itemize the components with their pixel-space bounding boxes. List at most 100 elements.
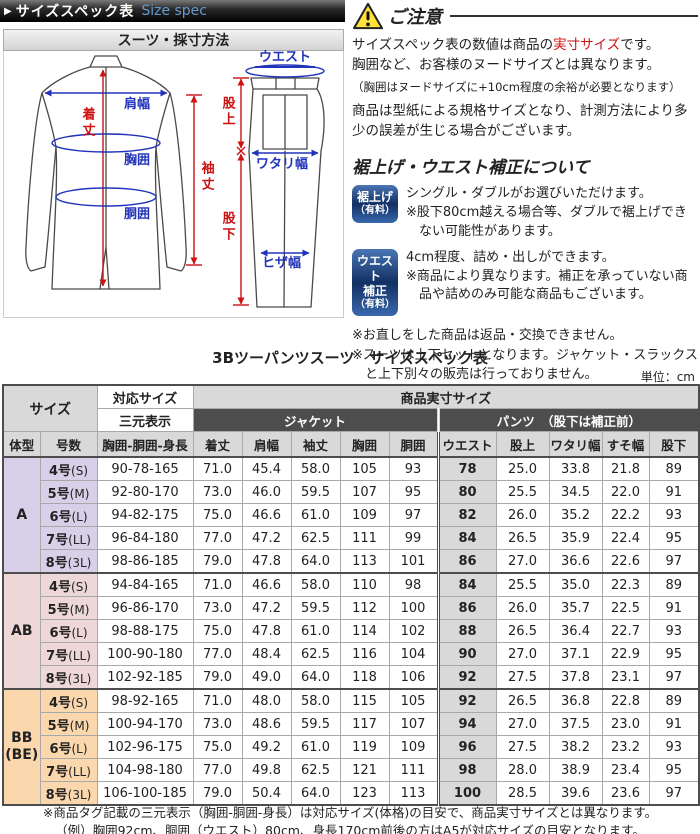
- section-title: サイズスペック表: [15, 4, 135, 20]
- value-cell: 37.1: [548, 642, 603, 666]
- header-pants: パンツ （股下は補正前）: [436, 408, 700, 432]
- size-number-cell: 5号(M): [39, 596, 98, 620]
- value-cell: 47.8: [241, 549, 292, 574]
- jacket-waist-label: 胴囲: [124, 207, 151, 222]
- size-row: 8号(3L) 106-100-185 79.0 50.4 64.0 123 113 100 28…: [3, 781, 700, 806]
- alteration-note-2: ※スーツは上下セットとなります。ジャケット・スラックスと上下別々の販売は行ってお…: [352, 347, 698, 383]
- value-cell: 107: [339, 480, 390, 504]
- header-rise: 股上: [495, 431, 550, 458]
- thigh-width-label: ワタリ幅: [256, 157, 309, 172]
- value-cell: 23.4: [601, 758, 650, 782]
- value-cell: 91: [648, 480, 700, 504]
- value-cell: 71.0: [192, 688, 243, 713]
- notice-rule: [450, 15, 698, 17]
- value-cell: 46.6: [241, 572, 292, 597]
- value-cell: 27.5: [495, 665, 550, 690]
- value-cell: 100: [436, 781, 497, 806]
- value-cell: 92: [436, 688, 497, 713]
- value-cell: 93: [648, 503, 700, 527]
- header-size: サイズ: [2, 384, 98, 432]
- value-cell: 59.5: [290, 596, 341, 620]
- value-cell: 62.5: [290, 526, 341, 550]
- value-cell: 98: [436, 758, 497, 782]
- value-cell: 62.5: [290, 758, 341, 782]
- value-cell: 109: [388, 735, 439, 759]
- header-sangen: 三元表示: [96, 408, 194, 432]
- value-cell: 73.0: [192, 712, 243, 736]
- value-cell: 75.0: [192, 735, 243, 759]
- jacket-length-label: 着丈: [79, 107, 95, 139]
- size-number-cell: 7号(LL): [39, 526, 98, 550]
- value-cell: 26.0: [495, 503, 550, 527]
- sangen-cell: 98-86-185: [96, 549, 194, 574]
- table-title: 3Bツーパンツスーツ サイズスペック表: [212, 349, 488, 367]
- size-number-cell: 8号(3L): [39, 549, 98, 574]
- value-cell: 23.1: [601, 665, 650, 690]
- hemming-badge-line1: 裾上げ: [356, 190, 393, 205]
- suit-measure-diagram: 肩幅 着丈 胸囲 胴囲 袖丈 ウエスト 股上 ワタリ幅 股下 ヒザ幅: [3, 51, 344, 318]
- header-inseam: 股下: [648, 431, 700, 458]
- sangen-cell: 96-84-180: [96, 526, 194, 550]
- value-cell: 86: [436, 596, 497, 620]
- sangen-cell: 102-92-185: [96, 665, 194, 690]
- sangen-cell: 100-90-180: [96, 642, 194, 666]
- size-row: 5号(M) 92-80-170 73.0 46.0 59.5 107 95 80 25.5 34.…: [3, 480, 700, 504]
- value-cell: 28.0: [495, 758, 550, 782]
- value-cell: 97: [648, 781, 700, 806]
- notice-paragraph-4: 商品は型紙による規格サイズとなり、計測方法により多少の誤差が生じる場合がございま…: [352, 102, 688, 139]
- value-cell: 79.0: [192, 549, 243, 574]
- size-number-cell: 7号(LL): [39, 642, 98, 666]
- value-cell: 50.4: [241, 781, 292, 806]
- sangen-cell: 96-86-170: [96, 596, 194, 620]
- value-cell: 49.2: [241, 735, 292, 759]
- notice-paragraph-3: （胸囲はヌードサイズに+10cm程度の余裕が必要となります）: [352, 79, 681, 94]
- size-row: 6号(L) 94-82-175 75.0 46.6 61.0 109 97 82 26.0 35.…: [3, 503, 700, 527]
- value-cell: 47.2: [241, 526, 292, 550]
- value-cell: 61.0: [290, 619, 341, 643]
- value-cell: 36.6: [548, 549, 603, 574]
- value-cell: 22.7: [601, 619, 650, 643]
- pants-waist-label: ウエスト: [255, 51, 315, 68]
- notice-title: ご注意: [388, 7, 442, 28]
- size-row: 7号(LL) 104-98-180 77.0 49.8 62.5 121 111 98 28.0…: [3, 758, 700, 782]
- value-cell: 77.0: [192, 642, 243, 666]
- value-cell: 77.0: [192, 526, 243, 550]
- header-thigh: ワタリ幅: [548, 431, 603, 458]
- header-pants-waist: ウエスト: [436, 431, 497, 458]
- rise-label: 股上: [219, 96, 235, 128]
- value-cell: 22.5: [601, 596, 650, 620]
- value-cell: 86: [436, 549, 497, 574]
- value-cell: 46.0: [241, 480, 292, 504]
- value-cell: 35.9: [548, 526, 603, 550]
- value-cell: 25.0: [495, 456, 550, 481]
- suit-line-drawing: [25, 55, 325, 308]
- value-cell: 22.8: [601, 688, 650, 713]
- value-cell: 100: [388, 596, 439, 620]
- value-cell: 113: [388, 781, 439, 806]
- value-cell: 27.0: [495, 642, 550, 666]
- value-cell: 64.0: [290, 665, 341, 690]
- notice-column: ご注意 サイズスペック表の数値は商品の実寸サイズです。 胸囲など、お客様のヌードサ…: [352, 2, 698, 385]
- value-cell: 38.2: [548, 735, 603, 759]
- value-cell: 88: [436, 619, 497, 643]
- value-cell: 84: [436, 526, 497, 550]
- value-cell: 64.0: [290, 549, 341, 574]
- measuring-panel: スーツ・採寸方法: [3, 29, 344, 318]
- footnote-2: （例）胸囲92cm、胴囲（ウエスト）80cm、身長170cm前後の方はA5が対応…: [55, 823, 645, 834]
- value-cell: 64.0: [290, 781, 341, 806]
- body-type-cell: AB: [2, 572, 41, 690]
- hemming-text: シングル・ダブルがお選びいただけます。 ※股下80cm越える場合等、ダブルで裾上…: [406, 185, 698, 242]
- value-cell: 47.8: [241, 619, 292, 643]
- value-cell: 104: [388, 642, 439, 666]
- hemming-line1: シングル・ダブルがお選びいただけます。: [406, 186, 652, 202]
- value-cell: 22.6: [601, 549, 650, 574]
- value-cell: 49.0: [241, 665, 292, 690]
- warning-icon: [352, 2, 384, 30]
- chest-label: 胸囲: [124, 153, 151, 168]
- hemming-badge-line2: （有料）: [355, 205, 395, 217]
- value-cell: 95: [388, 480, 439, 504]
- value-cell: 22.0: [601, 480, 650, 504]
- value-cell: 49.8: [241, 758, 292, 782]
- value-cell: 26.5: [495, 526, 550, 550]
